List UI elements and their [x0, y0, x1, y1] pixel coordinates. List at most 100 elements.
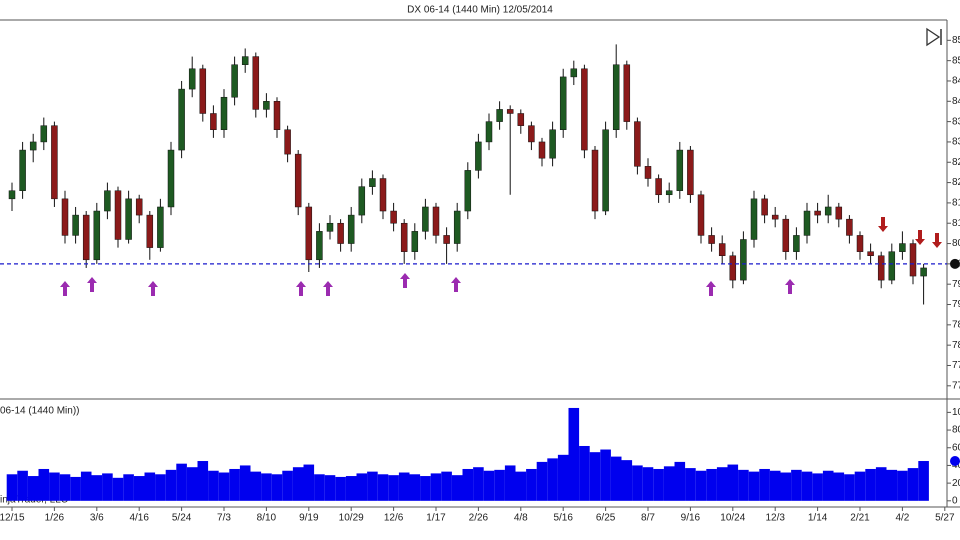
volume-bar	[155, 474, 166, 501]
y-tick-label: 82.5	[952, 157, 960, 168]
candle-body	[231, 64, 238, 98]
candle-body	[475, 141, 482, 171]
candle-body	[19, 149, 26, 191]
candle-body	[517, 113, 525, 126]
candle-body	[909, 243, 917, 277]
volume-bar	[526, 468, 537, 501]
x-tick-label: 4/16	[129, 513, 149, 524]
up-arrow	[451, 277, 461, 292]
candles	[8, 44, 927, 305]
y-tick-label: 81.5	[952, 198, 960, 209]
x-tick-label: 2/21	[850, 513, 870, 524]
candle-body	[644, 166, 652, 179]
y-tick-label: 78.5	[952, 319, 960, 330]
y-tick-label: 85.5	[952, 35, 960, 46]
volume-bar	[377, 474, 389, 501]
candle-body	[899, 243, 906, 252]
volume-bar	[515, 471, 527, 501]
volume-bar	[250, 471, 262, 501]
candle-body	[347, 214, 355, 244]
volume-bar	[208, 470, 219, 501]
volume-bar	[695, 470, 707, 501]
candle-body	[867, 251, 874, 256]
volume-bar	[727, 464, 739, 501]
up-arrows	[60, 273, 795, 296]
candle-body	[718, 243, 726, 256]
volume-bar	[822, 470, 834, 501]
volume-bars	[6, 407, 929, 501]
candle-body	[623, 64, 631, 122]
volume-bar	[324, 475, 336, 501]
y-tick-label: 79.0	[952, 299, 960, 310]
scroll-end-button[interactable]	[926, 27, 942, 47]
candle-body	[432, 206, 440, 236]
candle-body	[824, 206, 832, 216]
volume-bar	[17, 470, 28, 501]
volume-bar	[80, 471, 92, 501]
volume-bar	[91, 475, 103, 501]
volume-bar	[165, 469, 177, 501]
candle-body	[220, 96, 228, 130]
candle-body	[708, 235, 715, 244]
volume-bar	[494, 469, 505, 501]
candle-body	[241, 56, 249, 65]
candle-body	[8, 190, 16, 200]
candle-body	[390, 210, 397, 224]
candle-body	[273, 101, 281, 130]
candle-body	[591, 149, 599, 212]
candle-body	[104, 190, 111, 212]
candle-body	[146, 214, 154, 248]
candle-body	[793, 235, 800, 252]
candle-body	[740, 239, 747, 281]
volume-bar	[769, 470, 781, 501]
volume-bar	[865, 468, 876, 501]
volume-bar	[282, 470, 293, 501]
volume-bar	[409, 474, 421, 501]
volume-bar	[218, 472, 230, 501]
volume-bar	[451, 475, 463, 501]
candle-body	[877, 255, 885, 281]
x-tick-label: 9/16	[681, 513, 701, 524]
candle-body	[29, 141, 37, 151]
volume-bar	[579, 445, 590, 501]
candle-body	[358, 186, 366, 216]
candle-body	[665, 190, 673, 196]
candle-body	[252, 56, 260, 110]
volume-bar	[536, 461, 548, 501]
x-tick-label: 5/27	[935, 513, 955, 524]
candle-body	[411, 231, 419, 252]
volume-bar	[133, 476, 145, 501]
candle-body	[581, 68, 588, 151]
volume-bar	[907, 468, 919, 501]
candle-body	[761, 198, 768, 216]
candle-body	[612, 64, 620, 130]
volume-label: 06-14 (1440 Min))	[0, 406, 79, 417]
candle-body	[72, 214, 79, 236]
candle-body	[496, 109, 503, 122]
play-icon[interactable]	[926, 27, 941, 47]
volume-bar	[176, 463, 187, 501]
candle-body	[294, 153, 302, 208]
volume-bar	[239, 465, 251, 501]
volume-bar	[812, 473, 823, 501]
y-tick-label: 60000	[952, 442, 960, 453]
volume-bar	[706, 468, 717, 501]
up-arrow	[296, 281, 306, 296]
volume-bar	[144, 472, 156, 501]
volume-bar	[430, 473, 442, 501]
down-arrows	[878, 217, 942, 248]
up-arrow	[148, 281, 158, 296]
x-tick-label: 4/8	[514, 513, 528, 524]
volume-bar	[367, 471, 378, 501]
candle-body	[814, 210, 821, 216]
y-tick-label: 80.5	[952, 238, 960, 249]
y-tick-label: 84.0	[952, 96, 960, 107]
x-tick-label: 1/14	[808, 513, 828, 524]
candle-body	[167, 149, 175, 208]
volume-bar	[398, 472, 410, 501]
candle-body	[856, 235, 864, 252]
up-arrow	[785, 279, 795, 294]
candle-body	[61, 198, 69, 236]
volume-bar	[674, 461, 686, 501]
